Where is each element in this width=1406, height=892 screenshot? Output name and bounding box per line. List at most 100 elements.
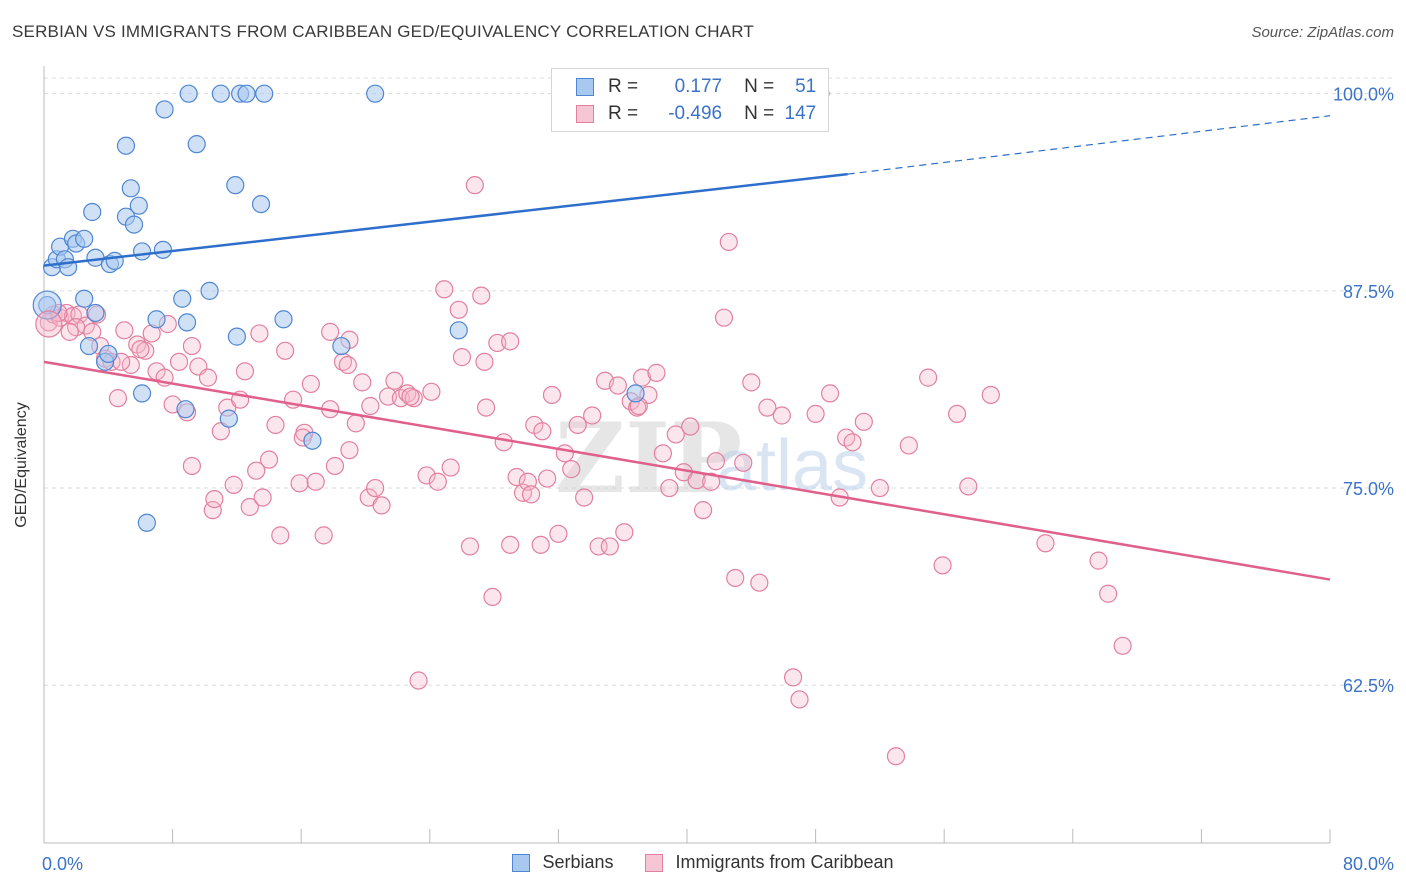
data-point-caribbean (35, 310, 63, 338)
data-point-caribbean (575, 488, 594, 507)
data-point-caribbean (108, 389, 128, 408)
data-point-caribbean (562, 460, 581, 479)
chart-title: SERBIAN VS IMMIGRANTS FROM CARIBBEAN GED… (12, 22, 754, 41)
data-point-caribbean (494, 433, 513, 452)
data-point-caribbean (476, 398, 496, 417)
y-tick-label: 100.0% (1333, 85, 1394, 105)
data-point-serbians (179, 84, 198, 103)
data-point-caribbean (353, 373, 372, 392)
legend-label-serbians: Serbians (542, 852, 614, 872)
x-tick-label: 80.0% (1343, 854, 1394, 874)
data-point-caribbean (465, 176, 484, 195)
legend-label-caribbean: Immigrants from Caribbean (675, 852, 894, 872)
data-point-serbians (227, 327, 246, 346)
data-point-caribbean (719, 232, 738, 252)
x-tick-label: 0.0% (42, 854, 83, 874)
legend-item-serbians: Serbians (512, 852, 613, 873)
data-point-caribbean (235, 362, 255, 381)
data-point-caribbean (266, 415, 285, 435)
data-point-caribbean (250, 324, 269, 343)
data-point-serbians (124, 215, 144, 234)
data-point-caribbean (886, 747, 906, 766)
data-point-caribbean (583, 406, 602, 425)
data-point-caribbean (346, 414, 365, 433)
data-point-serbians (251, 194, 271, 214)
data-point-serbians (200, 281, 219, 300)
data-point-caribbean (409, 671, 428, 690)
data-point-caribbean (750, 573, 769, 592)
data-point-serbians (153, 240, 173, 259)
data-point-caribbean (501, 332, 520, 351)
trendline-serbians (43, 172, 848, 267)
data-point-caribbean (758, 398, 777, 417)
data-point-caribbean (314, 526, 333, 545)
data-point-caribbean (452, 348, 472, 367)
data-point-caribbean (460, 537, 480, 556)
data-point-caribbean (501, 535, 520, 554)
data-point-caribbean (1099, 584, 1118, 603)
data-point-caribbean (726, 568, 745, 588)
data-point-caribbean (706, 452, 726, 471)
data-point-caribbean (919, 368, 938, 387)
data-point-caribbean (417, 466, 436, 485)
source-label: Source: ZipAtlas.com (1251, 24, 1394, 41)
data-point-caribbean (435, 280, 454, 299)
trendline-serbians-extrapolated (847, 115, 1331, 175)
correlation-legend: R = 0.177 N = 51 R = -0.496 N = 147 (551, 68, 829, 132)
data-point-serbians (449, 321, 468, 340)
data-point-serbians (137, 513, 156, 532)
data-point-serbians (626, 384, 645, 403)
data-point-serbians (332, 336, 351, 356)
data-point-serbians (176, 400, 195, 419)
data-point-caribbean (870, 478, 890, 498)
data-point-caribbean (632, 368, 652, 387)
y-tick-label: 75.0% (1343, 479, 1394, 499)
data-point-caribbean (531, 535, 550, 554)
data-point-caribbean (301, 374, 320, 394)
data-point-caribbean (820, 384, 840, 403)
series-legend: Serbians Immigrants from Caribbean (0, 852, 1406, 873)
data-point-serbians (75, 229, 94, 248)
data-point-caribbean (843, 433, 862, 452)
legend-n-label: N = (744, 76, 775, 97)
data-point-serbians (177, 313, 197, 332)
data-point-caribbean (615, 523, 634, 542)
data-point-caribbean (240, 497, 259, 517)
legend-swatch-pink (576, 105, 594, 123)
data-point-caribbean (115, 321, 134, 340)
data-point-caribbean (306, 472, 325, 491)
legend-swatch-blue (576, 78, 594, 96)
data-point-serbians (187, 135, 206, 154)
legend-r-label: R = (608, 76, 639, 97)
data-point-caribbean (608, 376, 627, 395)
data-point-serbians (129, 196, 148, 215)
data-point-caribbean (783, 668, 803, 687)
data-point-caribbean (338, 355, 357, 375)
data-point-caribbean (259, 450, 279, 469)
data-point-caribbean (276, 341, 295, 360)
data-point-caribbean (568, 415, 587, 435)
data-point-serbians (303, 431, 322, 450)
watermark-atlas: atlas (716, 426, 868, 506)
data-point-caribbean (340, 441, 359, 460)
data-point-caribbean (806, 404, 825, 424)
legend-item-caribbean: Immigrants from Caribbean (645, 852, 894, 873)
data-point-caribbean (521, 485, 541, 504)
data-point-serbians (274, 310, 293, 329)
legend-n-label: N = (744, 103, 775, 124)
legend-row-caribbean: R = -0.496 N = 147 (576, 101, 816, 127)
data-point-caribbean (854, 412, 873, 431)
data-point-caribbean (507, 467, 526, 487)
data-point-caribbean (555, 444, 574, 463)
data-point-caribbean (169, 352, 189, 371)
data-point-caribbean (1036, 534, 1055, 553)
data-point-caribbean (247, 461, 266, 480)
data-point-serbians (132, 384, 152, 403)
data-point-serbians (79, 336, 99, 356)
data-point-caribbean (361, 396, 380, 416)
data-point-serbians (121, 179, 140, 198)
data-point-serbians (116, 136, 136, 155)
data-point-caribbean (372, 496, 391, 515)
data-point-serbians (211, 84, 230, 103)
